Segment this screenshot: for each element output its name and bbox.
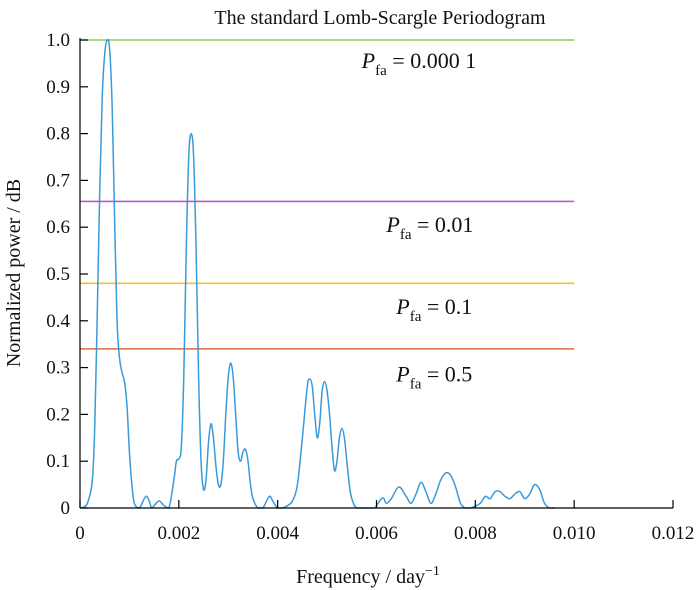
- chart-title: The standard Lomb-Scargle Periodogram: [214, 7, 546, 29]
- y-tick-label: 0.9: [46, 77, 70, 98]
- threshold-label: Pfa = 0.01: [385, 212, 473, 243]
- threshold-label: Pfa = 0.5: [395, 362, 472, 393]
- x-tick-label: 0.004: [256, 523, 299, 544]
- x-axis-label-text: Frequency / day: [296, 566, 425, 588]
- x-axis-label: Frequency / day−1: [296, 564, 440, 588]
- x-tick-label: 0.006: [355, 523, 398, 544]
- y-tick-label: 0: [61, 498, 71, 519]
- x-ticks: 0 0.002 0.004 0.006 0.008 0.010 0.012: [75, 500, 694, 544]
- y-tick-label: 0.1: [46, 451, 70, 472]
- threshold-label: Pfa = 0.000 1: [361, 48, 477, 79]
- y-tick-label: 0.4: [46, 311, 70, 332]
- x-axis-label-superscript: −1: [425, 564, 440, 579]
- series-line: [81, 38, 555, 509]
- y-tick-label: 0.6: [46, 217, 70, 238]
- x-tick-label: 0.008: [454, 523, 497, 544]
- x-tick-label: 0.010: [553, 523, 596, 544]
- y-tick-label: 0.3: [46, 358, 70, 379]
- x-tick-label: 0: [75, 523, 85, 544]
- y-tick-label: 0.5: [46, 264, 70, 285]
- y-axis-label: Normalized power / dB: [3, 179, 25, 367]
- threshold-labels: Pfa = 0.000 1 Pfa = 0.01 Pfa = 0.1 Pfa = 0.…: [361, 48, 477, 393]
- y-tick-label: 0.8: [46, 124, 70, 145]
- power-series: [81, 38, 555, 509]
- threshold-lines: [80, 39, 575, 350]
- y-ticks: 0 0.1 0.2 0.3 0.4 0.5 0.6 0.7 0.8 0.9 1.0: [46, 30, 88, 519]
- y-tick-label: 0.7: [46, 170, 70, 191]
- x-tick-label: 0.002: [157, 523, 200, 544]
- y-tick-label: 0.2: [46, 404, 70, 425]
- x-tick-label: 0.012: [652, 523, 695, 544]
- threshold-label: Pfa = 0.1: [395, 294, 472, 325]
- y-tick-label: 1.0: [46, 30, 70, 51]
- axes: [79, 38, 673, 509]
